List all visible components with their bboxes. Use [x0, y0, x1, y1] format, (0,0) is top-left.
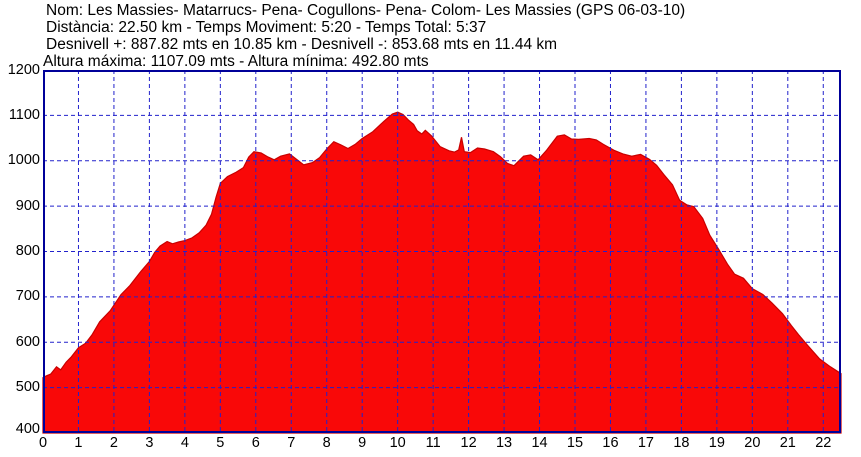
x-tick-label: 9	[358, 435, 367, 451]
x-tick-label: 1	[74, 435, 83, 451]
x-tick-label: 12	[460, 435, 477, 451]
track-altitude-max-min-line: Altura máxima: 1107.09 mts - Altura míni…	[43, 53, 429, 70]
y-tick-label: 400	[15, 420, 40, 437]
track-distance-time-line: Distància: 22.50 km - Temps Moviment: 5:…	[46, 19, 487, 36]
y-tick-label: 500	[15, 379, 40, 396]
x-tick-label: 2	[109, 435, 118, 451]
plot-border	[43, 70, 841, 433]
track-info-block: Nom: Les Massies- Matarrucs- Pena- Cogul…	[43, 2, 686, 70]
x-tick-label: 0	[38, 435, 48, 451]
elevation-area-chart	[42, 70, 842, 434]
elevation-area	[42, 111, 842, 434]
track-name-line: Nom: Les Massies- Matarrucs- Pena- Cogul…	[46, 2, 686, 19]
y-tick-label: 800	[15, 243, 40, 259]
y-tick-label: 1000	[7, 152, 40, 169]
y-tick-label: 900	[15, 197, 40, 214]
x-tick-label: 18	[673, 435, 690, 451]
x-tick-label: 20	[744, 435, 761, 451]
x-tick-label: 15	[566, 435, 584, 451]
x-tick-label: 3	[145, 435, 154, 451]
x-tick-label: 14	[531, 435, 548, 451]
x-tick-label: 10	[389, 435, 406, 451]
y-tick-label: 700	[15, 288, 40, 305]
x-tick-label: 22	[815, 435, 832, 451]
x-tick-label: 13	[495, 435, 513, 451]
y-tick-label: 1200	[7, 61, 40, 78]
x-tick-label: 4	[180, 435, 189, 451]
y-tick-label: 600	[15, 333, 40, 350]
x-tick-label: 7	[287, 435, 296, 451]
x-tick-label: 11	[425, 435, 441, 451]
track-elevation-gain-loss-line: Desnivell +: 887.82 mts en 10.85 km - De…	[46, 36, 558, 53]
x-tick-label: 5	[216, 435, 225, 451]
x-tick-label: 8	[322, 435, 331, 451]
y-tick-label: 1100	[8, 106, 40, 123]
x-tick-label: 17	[637, 435, 654, 451]
x-tick-label: 16	[602, 435, 619, 451]
x-tick-label: 19	[708, 435, 725, 451]
x-tick-label: 21	[779, 435, 796, 451]
x-tick-label: 6	[251, 435, 260, 451]
